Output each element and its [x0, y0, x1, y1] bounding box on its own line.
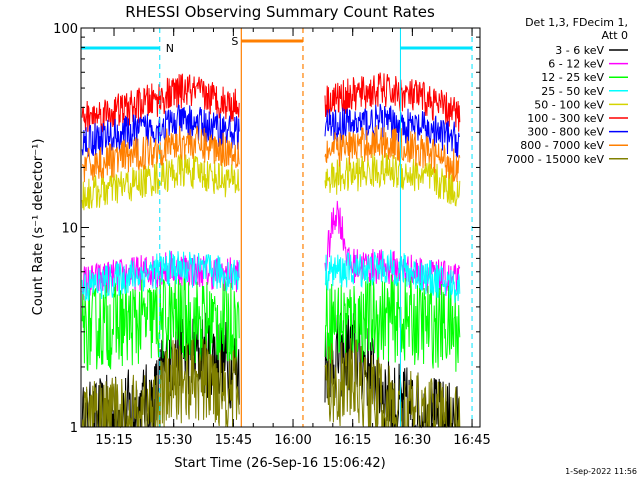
x-tick-label: 15:15 — [95, 433, 132, 448]
timestamp: 1-Sep-2022 11:56 — [565, 467, 637, 476]
annotation-label-saa: S — [231, 35, 238, 48]
y-tick-label: 1 — [70, 421, 78, 436]
series-line-4 — [81, 249, 461, 303]
legend-header: Det 1,3, FDecim 1, — [525, 16, 628, 29]
legend-label: 300 - 800 keV — [527, 126, 604, 139]
series-line-3 — [81, 274, 461, 372]
legend-label: 12 - 25 keV — [541, 71, 604, 84]
series-line-5 — [81, 152, 461, 211]
plot-area: N S 15:15 15:30 15:45 16:00 16:15 16:30 16:45 1 10… — [53, 22, 491, 448]
legend-label: 50 - 100 keV — [534, 98, 604, 111]
x-tick-label: 16:45 — [453, 433, 490, 448]
legend-label: 100 - 300 keV — [527, 112, 604, 125]
legend-label: 7000 - 15000 keV — [506, 153, 604, 166]
y-axis-label: Count Rate (s⁻¹ detector⁻¹) — [31, 139, 46, 316]
y-tick-label: 100 — [53, 22, 78, 37]
x-tick-label: 15:30 — [155, 433, 192, 448]
legend-label: 25 - 50 keV — [541, 85, 604, 98]
legend-label: 3 - 6 keV — [555, 44, 604, 57]
chart-title: RHESSI Observing Summary Count Rates — [125, 3, 435, 21]
x-tick-label: 15:45 — [215, 433, 252, 448]
x-tick-label: 16:30 — [394, 433, 431, 448]
annotation-label-night: N — [166, 42, 174, 55]
x-tick-label: 16:15 — [334, 433, 371, 448]
legend-label: 800 - 7000 keV — [520, 139, 604, 152]
series-line-8 — [82, 125, 461, 183]
series-line-6 — [81, 72, 461, 133]
legend-header: Att 0 — [602, 29, 628, 42]
legend-label: 6 - 12 keV — [548, 58, 604, 71]
x-tick-label: 16:00 — [274, 433, 311, 448]
x-axis-label: Start Time (26-Sep-16 15:06:42) — [174, 456, 385, 471]
y-tick-label: 10 — [61, 222, 78, 237]
